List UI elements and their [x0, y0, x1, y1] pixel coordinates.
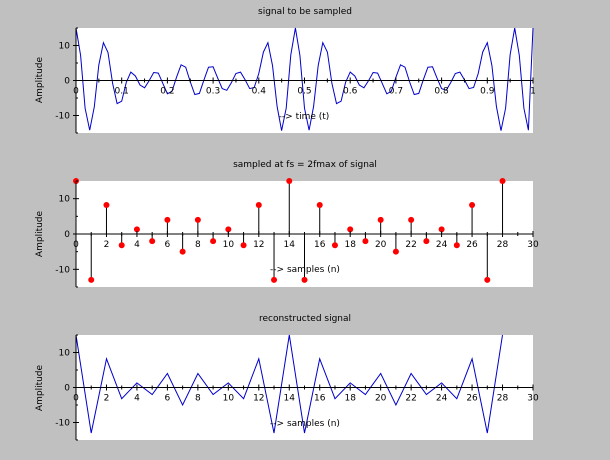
chart-2-sample-point	[88, 276, 95, 283]
chart-2-xlabel: --> samples (n)	[270, 265, 340, 275]
chart-2-x-tick-label: 16	[314, 240, 326, 250]
chart-3-ylabel: Amplitude	[35, 364, 45, 411]
chart-1-x-tick-label: 1	[530, 87, 536, 97]
chart-2-sample-point	[423, 238, 430, 245]
chart-2-y-tick-label: 10	[59, 195, 71, 205]
chart-panel-3: reconstructed signal 0 2 4 6 8 10 12 14 16 18 20 22…	[35, 314, 539, 441]
chart-2-x-tick-label: 0	[73, 240, 79, 250]
chart-1-x-tick-label: 0.8	[434, 87, 449, 97]
chart-1-series-line	[75, 27, 534, 131]
chart-1-x-tick-label: 0.4	[252, 87, 267, 97]
chart-2-sample-point	[133, 226, 140, 233]
chart-2-x-tick-label: 4	[134, 240, 140, 250]
chart-1-x-tick-label: 0.2	[160, 87, 174, 97]
chart-1-x-tick-label: 0.7	[389, 87, 403, 97]
chart-2-sample-point	[438, 226, 445, 233]
chart-3-x-tick-label: 18	[344, 394, 356, 404]
chart-2-x-tick-label: 14	[284, 240, 296, 250]
chart-2-title: sampled at fs = 2fmax of signal	[233, 160, 377, 170]
chart-2-sample-point	[499, 178, 506, 184]
chart-2-x-tick-label: 2	[104, 240, 110, 250]
chart-2-sample-point	[210, 238, 217, 245]
chart-3-series-line	[75, 334, 503, 434]
chart-3-x-tick-label: 14	[284, 394, 296, 404]
chart-3-x-tick-label: 10	[223, 394, 235, 404]
chart-3-x-tick-label: 28	[497, 394, 509, 404]
chart-2-sample-point	[286, 178, 293, 184]
chart-1-x-tick-label: 0.1	[115, 87, 129, 97]
chart-2-x-tick-label: 12	[253, 240, 264, 250]
chart-1-x-tick-label: 0.5	[297, 87, 311, 97]
chart-1-ylabel: Amplitude	[35, 56, 45, 103]
chart-2-x-tick-label: 18	[344, 240, 356, 250]
chart-1-x-tick-label: 0.9	[480, 87, 495, 97]
chart-2-sample-point	[347, 226, 354, 233]
chart-2-sample-point	[453, 242, 460, 249]
chart-1-y-tick-label: 10	[59, 42, 71, 52]
chart-2-x-tick-label: 10	[223, 240, 235, 250]
chart-3-x-tick-label: 26	[466, 394, 478, 404]
chart-2-sample-point	[240, 242, 247, 249]
chart-2-sample-point	[225, 226, 232, 233]
chart-3-x-tick-label: 12	[253, 394, 264, 404]
chart-3-x-tick-label: 30	[527, 394, 539, 404]
chart-3-y-tick-label: 0	[64, 384, 70, 394]
chart-2-sample-point	[179, 248, 186, 255]
chart-2-x-tick-label: 28	[497, 240, 509, 250]
chart-2-sample-point	[469, 202, 476, 209]
chart-2-ylabel: Amplitude	[35, 210, 45, 257]
chart-2-sample-point	[271, 276, 278, 283]
chart-3-y-tick-label: -10	[55, 419, 70, 429]
chart-2-sample-point	[255, 202, 262, 209]
chart-2-sample-point	[377, 216, 384, 223]
chart-3-x-tick-label: 8	[195, 394, 201, 404]
chart-3-x-tick-label: 6	[165, 394, 171, 404]
chart-panel-2: sampled at fs = 2fmax of signal 0 2 4 6 8 10 1…	[35, 160, 539, 288]
chart-2-sample-point	[484, 276, 491, 283]
chart-1-y-tick-label: 0	[64, 77, 70, 87]
chart-3-xlabel: --> samples (n)	[270, 419, 340, 429]
chart-2-x-tick-label: 30	[527, 240, 539, 250]
chart-2-sample-point	[316, 202, 323, 209]
chart-2-y-tick-label: -10	[55, 265, 70, 275]
chart-2-x-tick-label: 24	[436, 240, 448, 250]
chart-2-x-tick-label: 20	[375, 240, 387, 250]
chart-1-x-tick-label: 0	[73, 87, 79, 97]
chart-1-title: signal to be sampled	[258, 7, 352, 17]
chart-3-x-tick-label: 0	[73, 394, 79, 404]
chart-2-x-tick-label: 8	[195, 240, 201, 250]
chart-2-sample-point	[392, 248, 399, 255]
chart-3-x-tick-label: 16	[314, 394, 326, 404]
chart-2-sample-point	[362, 238, 369, 245]
chart-1-y-tick-label: -10	[55, 112, 70, 122]
chart-3-x-tick-label: 4	[134, 394, 140, 404]
chart-2-sample-point	[149, 238, 156, 245]
chart-3-x-tick-label: 20	[375, 394, 387, 404]
chart-2-x-tick-label: 26	[466, 240, 478, 250]
chart-2-sample-point	[103, 202, 110, 209]
chart-3-y-tick-label: 10	[59, 349, 71, 359]
chart-3-x-tick-label: 22	[405, 394, 416, 404]
chart-2-x-tick-label: 22	[405, 240, 416, 250]
chart-2-sample-point	[408, 216, 415, 223]
chart-2-sample-point	[118, 242, 125, 249]
chart-3-x-tick-label: 2	[104, 394, 110, 404]
chart-2-sample-point	[301, 276, 308, 283]
chart-1-x-tick-label: 0.6	[343, 87, 358, 97]
chart-panel-1: signal to be sampled 0 0.1 0.2 0.3 0.4 0.5 0.6…	[35, 7, 536, 134]
chart-3-title: reconstructed signal	[259, 314, 351, 324]
chart-1-xlabel: --> time (t)	[279, 112, 330, 122]
chart-1-x-tick-label: 0.3	[206, 87, 220, 97]
chart-2-sample-point	[194, 216, 201, 223]
chart-2-sample-point	[164, 216, 171, 223]
chart-2-x-tick-label: 6	[165, 240, 171, 250]
chart-2-y-tick-label: 0	[64, 230, 70, 240]
chart-2-sample-point	[331, 242, 338, 249]
chart-3-x-tick-label: 24	[436, 394, 448, 404]
